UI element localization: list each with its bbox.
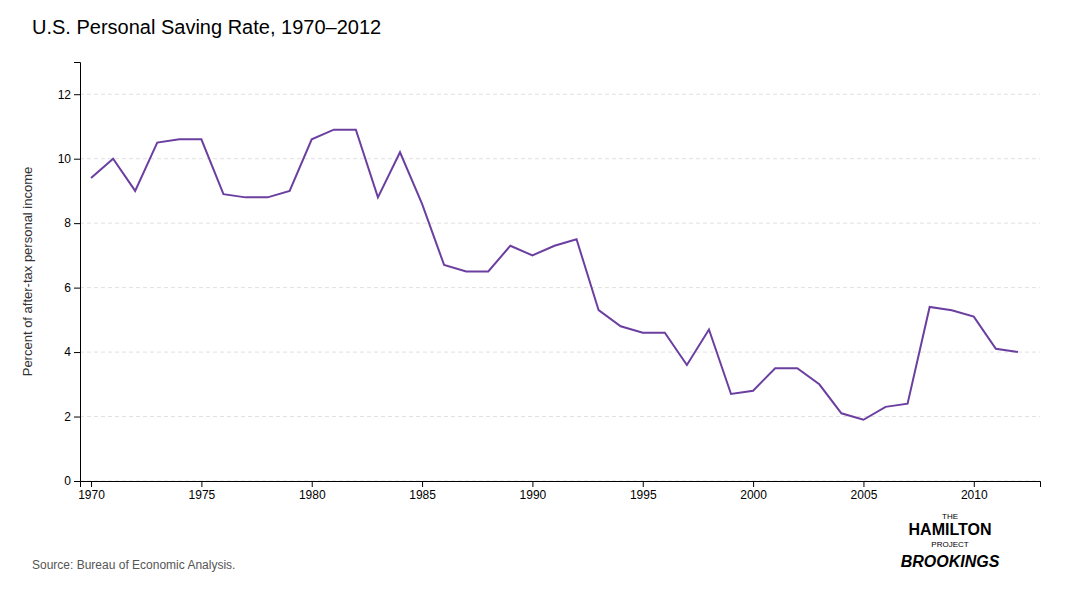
tick-mark (753, 481, 754, 487)
tick-mark (74, 159, 80, 160)
tick-mark (74, 94, 80, 95)
tick-label: 1970 (78, 488, 105, 502)
x-axis: 1970 1975 1980 1985 1990 1995 2000 2005 2010 (78, 481, 1040, 502)
logo-text: THE (942, 512, 958, 521)
source: Source: Bureau of Economic Analysis. (32, 558, 235, 572)
tick: 1990 (520, 481, 547, 502)
tick-mark (91, 481, 92, 487)
tick-mark (643, 481, 644, 487)
tick: 2000 (740, 481, 767, 502)
grid-line (80, 158, 1040, 159)
title: U.S. Personal Saving Rate, 1970–2012 (32, 16, 381, 38)
grid (80, 94, 1040, 481)
tick: 1995 (630, 481, 657, 502)
logo-text: BROOKINGS (901, 553, 1000, 570)
marks (91, 130, 1018, 420)
tick-label: 2 (64, 410, 71, 424)
tick-label: 0 (64, 474, 71, 488)
tick: 1980 (299, 481, 326, 502)
grid-line (80, 223, 1040, 224)
tick: 2010 (961, 481, 988, 502)
tick-label: 10 (58, 152, 72, 166)
y-axis: 0 2 4 6 8 10 12 (58, 63, 81, 489)
tick: 12 (58, 88, 80, 102)
axis-line (81, 482, 1041, 488)
logo: THEHAMILTON PROJECT BROOKINGS (901, 512, 1000, 570)
line (91, 130, 1018, 420)
tick-label: 4 (64, 345, 71, 359)
tick-mark (74, 417, 80, 418)
tick-label: 2005 (851, 488, 878, 502)
logo-text: HAMILTON (909, 521, 992, 538)
tick-label: 1990 (520, 488, 547, 502)
tick: 8 (64, 216, 80, 230)
grid-line (80, 94, 1040, 95)
tick-mark (74, 223, 80, 224)
tick-mark (74, 288, 80, 289)
chart: 1970 1975 1980 1985 1990 1995 2000 2005 2010 0 2 4 6… (0, 0, 1080, 591)
tick-label: 8 (64, 216, 71, 230)
axis-title: Percent of after-tax personal income (20, 167, 35, 377)
tick: 2005 (851, 481, 878, 502)
tick-label: 6 (64, 281, 71, 295)
tick: 1970 (78, 481, 105, 502)
tick-mark (201, 481, 202, 487)
grid-line (80, 287, 1040, 288)
tick-label: 2000 (740, 488, 767, 502)
tick-label: 1995 (630, 488, 657, 502)
tick: 6 (64, 281, 80, 295)
tick-label: 1980 (299, 488, 326, 502)
axis-line (74, 63, 81, 482)
tick-label: 1975 (189, 488, 216, 502)
tick-mark (422, 481, 423, 487)
grid-line (80, 416, 1040, 417)
tick: 1985 (409, 481, 436, 502)
tick-mark (863, 481, 864, 487)
tick-mark (974, 481, 975, 487)
tick-label: 12 (58, 88, 72, 102)
tick-label: 1985 (409, 488, 436, 502)
logo-text: PROJECT (931, 540, 968, 549)
tick-label: 2010 (961, 488, 988, 502)
tick: 2 (64, 410, 80, 424)
tick: 4 (64, 345, 80, 359)
tick: 0 (64, 474, 80, 488)
tick-mark (312, 481, 313, 487)
tick: 10 (58, 152, 80, 166)
grid-line (80, 352, 1040, 353)
tick-mark (532, 481, 533, 487)
tick-mark (74, 352, 80, 353)
tick-mark (74, 481, 80, 482)
tick: 1975 (189, 481, 216, 502)
plot-area: 1970 1975 1980 1985 1990 1995 2000 2005 2010 0 2 4 6… (58, 63, 1041, 502)
